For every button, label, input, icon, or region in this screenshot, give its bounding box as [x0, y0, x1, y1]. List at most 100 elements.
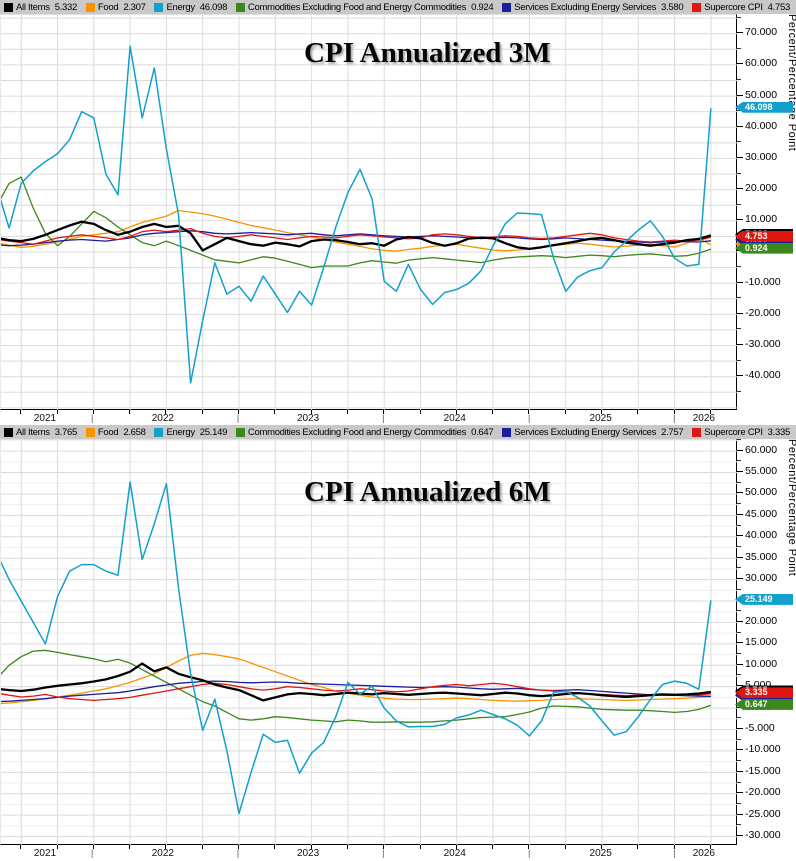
y-tick-label: -15.000	[745, 764, 781, 777]
legend-label: Supercore CPI	[704, 426, 763, 438]
x-year-separator: |	[673, 848, 676, 858]
axis-badge-energy: 46.098	[735, 101, 793, 113]
y-tick-minor	[737, 653, 741, 655]
x-year-separator: |	[382, 848, 385, 858]
y-tick-label: 15.000	[745, 636, 778, 649]
legend-swatch-services-icon	[502, 427, 512, 437]
chart-canvas	[1, 440, 738, 846]
y-tick	[737, 642, 743, 644]
legend-value: 25.149	[199, 426, 228, 438]
x-year-label: 2021	[33, 848, 57, 859]
legend-swatch-energy-icon	[154, 2, 164, 12]
x-axis-6m: 2021 2022 2023 2024 2025 2026 | | | | |	[0, 845, 737, 861]
series-line-all_items	[1, 220, 712, 252]
y-tick	[737, 513, 743, 515]
y-tick	[737, 685, 743, 687]
y-tick-label: -25.000	[745, 807, 781, 820]
legend-item: Supercore CPI 3.335	[692, 427, 790, 438]
x-tick	[419, 845, 421, 849]
series-line-services	[1, 680, 711, 703]
y-tick-minor	[737, 203, 741, 205]
y-tick-label: 20.000	[745, 182, 778, 195]
x-tick	[274, 845, 276, 849]
y-tick-minor	[737, 781, 741, 783]
y-tick-minor	[737, 438, 741, 440]
axis-badge-commodities: 0.647	[735, 698, 793, 710]
y-tick-label: 20.000	[745, 614, 778, 627]
series-line-energy	[1, 481, 712, 815]
y-axis-title-3m: Percent/Percentage Point	[786, 14, 796, 152]
legend-item: Energy 46.098	[154, 2, 227, 13]
x-year-separator: |	[90, 413, 94, 423]
x-year-label: 2023	[296, 848, 320, 859]
x-tick	[383, 410, 385, 414]
y-tick-label: 30.000	[745, 150, 778, 163]
legend-swatch-services-icon	[502, 2, 512, 12]
y-tick	[737, 663, 743, 665]
legend-item: Supercore CPI 4.753	[692, 2, 790, 13]
y-tick-minor	[737, 524, 741, 526]
x-tick	[129, 845, 131, 849]
legend-3m: All Items 5.332 Food 2.307 Energy 46.098 Commo…	[0, 0, 796, 14]
legend-label: Energy	[166, 1, 195, 13]
y-tick-minor	[737, 359, 741, 361]
legend-label: Services Excluding Energy Services	[514, 426, 657, 438]
y-tick	[737, 770, 743, 772]
y-tick-minor	[737, 297, 741, 299]
y-tick-minor	[737, 717, 741, 719]
legend-item: Food 2.658	[85, 426, 146, 438]
x-tick	[310, 410, 312, 414]
x-tick	[274, 410, 276, 414]
legend-swatch-food-icon	[85, 2, 95, 12]
legend-swatch-supercore-icon	[692, 2, 702, 12]
x-tick	[383, 845, 385, 849]
x-year-label: 2024	[443, 848, 466, 859]
legend-value: 2.307	[123, 1, 146, 13]
y-tick	[737, 535, 743, 537]
x-tick	[20, 845, 22, 849]
y-tick	[737, 449, 743, 451]
y-tick	[737, 556, 743, 558]
legend-label: Food	[97, 426, 119, 438]
y-tick-minor	[737, 610, 741, 612]
x-tick	[419, 410, 421, 414]
y-tick-label: -20.000	[745, 786, 781, 799]
y-tick-label: 70.000	[745, 26, 778, 39]
x-tick	[492, 845, 494, 849]
x-tick	[165, 845, 167, 849]
x-tick	[709, 845, 711, 849]
legend-value: 2.658	[123, 426, 146, 438]
y-tick	[737, 63, 743, 65]
axis-badge-supercore: 4.753	[735, 230, 793, 242]
y-tick-minor	[737, 760, 741, 762]
legend-label: All Items	[16, 1, 50, 13]
y-tick	[737, 94, 743, 96]
y-tick-minor	[737, 824, 741, 826]
series-line-supercore	[1, 227, 712, 245]
y-tick-minor	[737, 47, 741, 49]
legend-value: 4.753	[767, 1, 791, 13]
y-tick	[737, 312, 743, 314]
y-tick	[737, 813, 743, 815]
x-year-label: 2022	[151, 413, 174, 424]
y-tick-label: 40.000	[745, 529, 778, 542]
legend-swatch-all_items-icon	[4, 427, 13, 437]
chart-cpi-annualized-3m: All Items 5.332 Food 2.307 Energy 46.098 Commo…	[0, 0, 796, 425]
legend-item: Commodities Excluding Food and Energy Co…	[235, 2, 494, 13]
y-tick-minor	[737, 802, 741, 804]
x-tick	[238, 410, 239, 414]
y-tick-label: 40.000	[745, 119, 778, 132]
y-tick-minor	[737, 110, 741, 112]
y-tick-label: -40.000	[745, 369, 781, 382]
x-tick	[601, 845, 602, 849]
y-tick-label: -5.000	[745, 722, 775, 734]
x-tick	[92, 410, 94, 414]
y-tick	[737, 792, 743, 794]
legend-item: Energy 25.149	[154, 427, 227, 438]
legend-value: 3.580	[661, 1, 684, 13]
x-tick	[346, 845, 348, 849]
x-year-label: 2023	[296, 413, 320, 424]
y-tick-minor	[737, 631, 741, 633]
legend-swatch-food-icon	[85, 427, 95, 437]
y-tick-minor	[737, 503, 741, 505]
